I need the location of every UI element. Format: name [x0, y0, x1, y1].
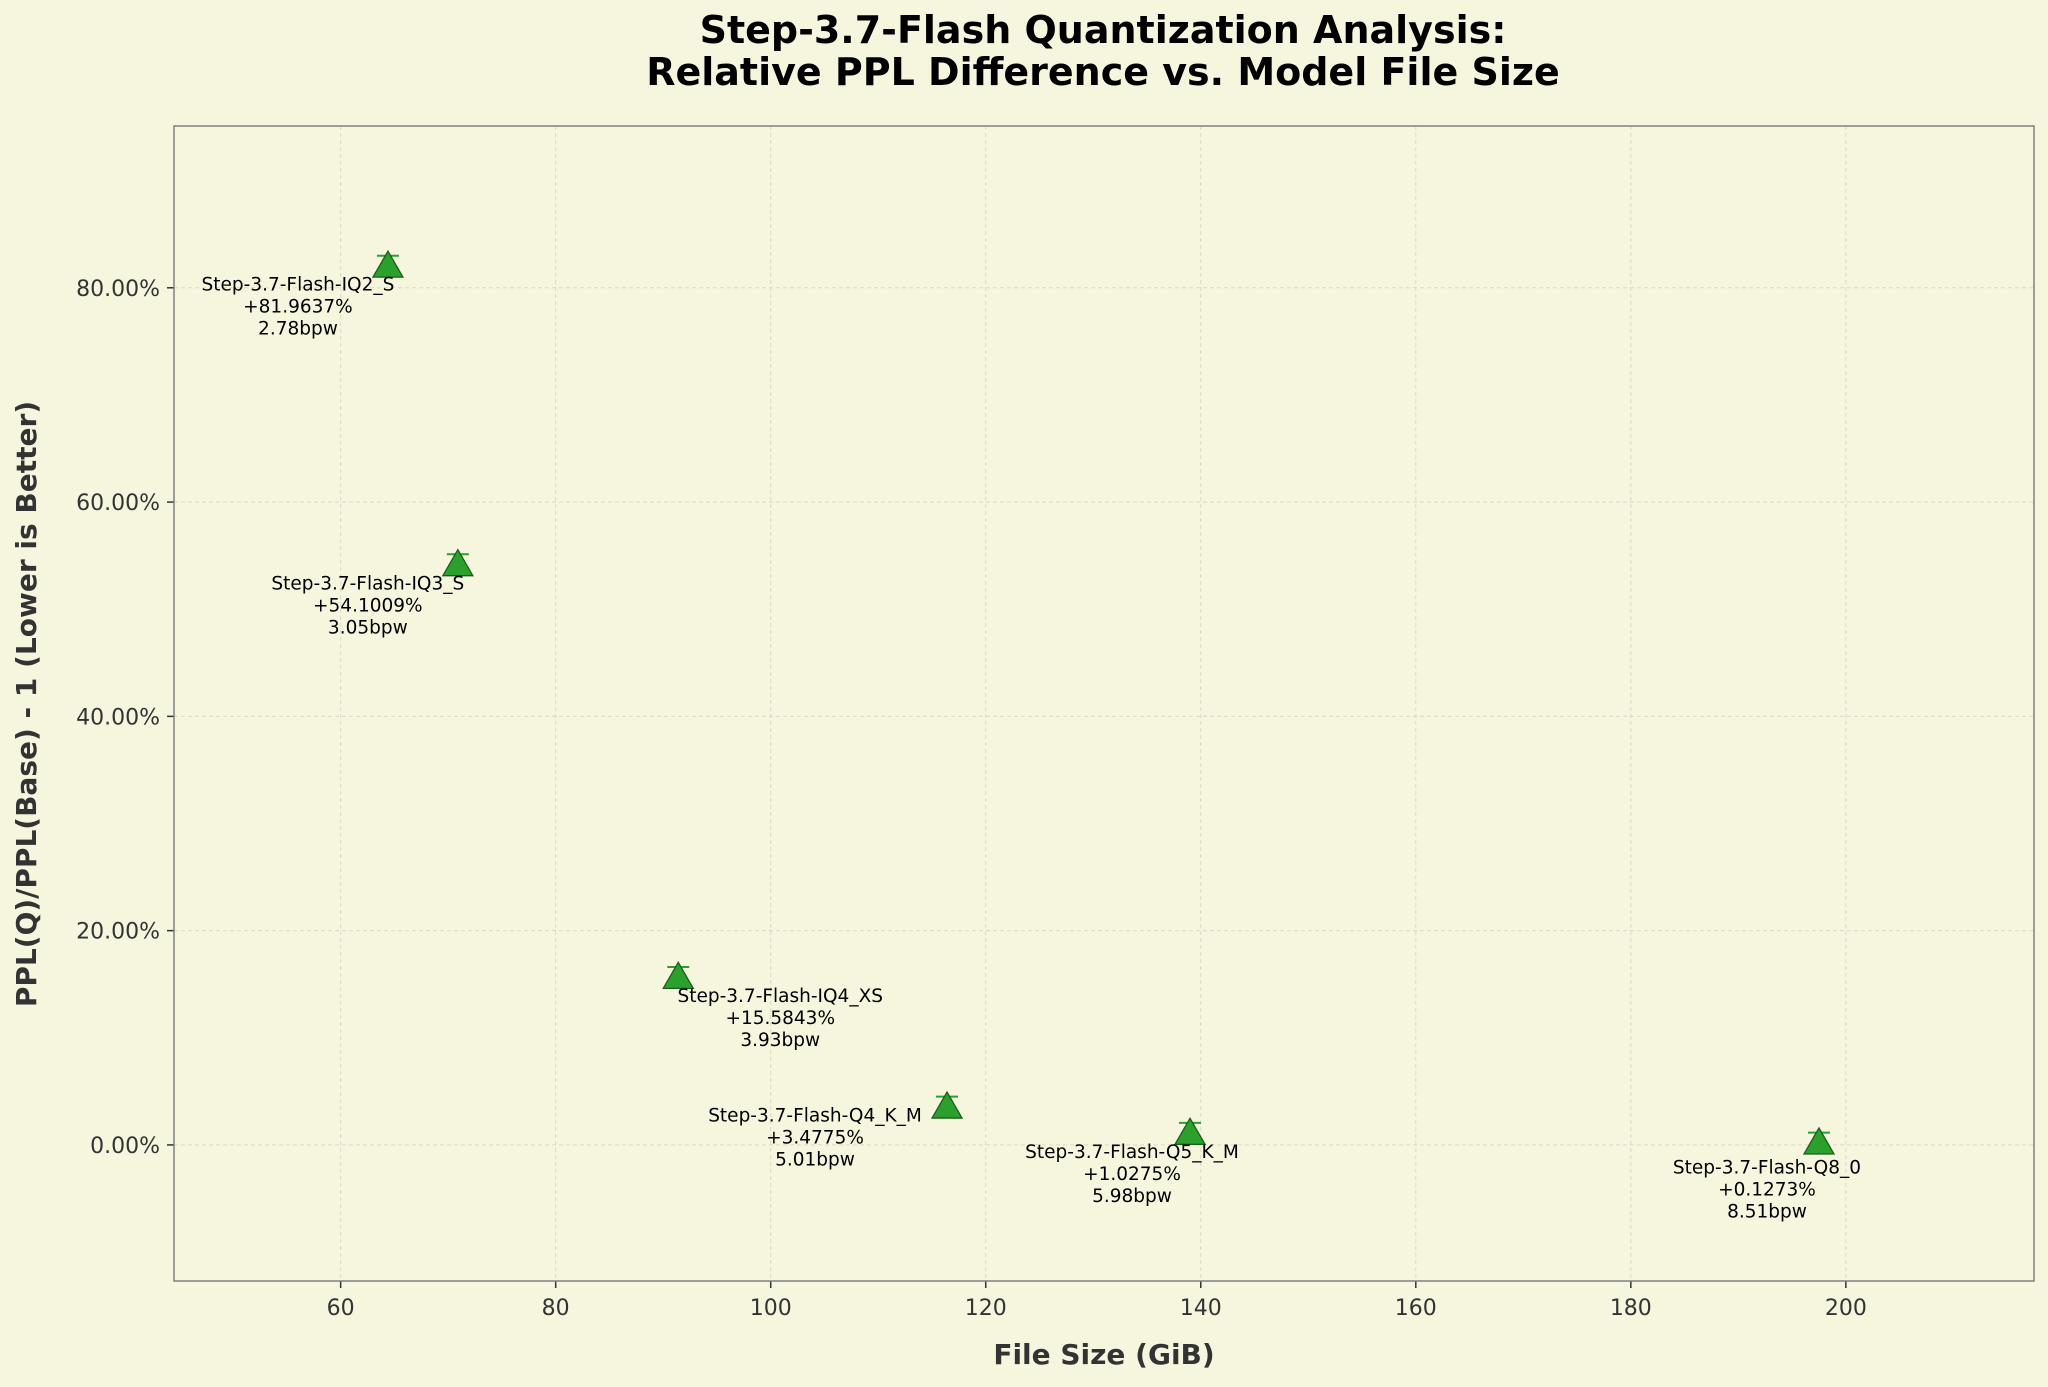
- data-points: [371, 249, 1836, 1155]
- grid-lines: [174, 126, 2034, 1281]
- annotation-bpw: 2.78bpw: [258, 319, 338, 340]
- y-tick-label: 0.00%: [90, 1134, 160, 1159]
- x-axis-label: File Size (GiB): [993, 1338, 1214, 1371]
- annotation-ppl-diff: +81.9637%: [243, 297, 353, 318]
- annotation-ppl-diff: +0.1273%: [1718, 1180, 1816, 1201]
- x-tick-label: 160: [1395, 1296, 1437, 1321]
- annotation-model-name: Step-3.7-Flash-IQ3_S: [271, 573, 464, 594]
- x-tick-label: 140: [1180, 1296, 1222, 1321]
- x-tick-label: 180: [1610, 1296, 1652, 1321]
- data-point-marker: [1802, 1126, 1836, 1155]
- x-tick-label: 100: [750, 1296, 792, 1321]
- annotation-model-name: Step-3.7-Flash-Q8_0: [1673, 1158, 1861, 1179]
- annotation-bpw: 8.51bpw: [1727, 1202, 1807, 1223]
- y-axis-label: PPL(Q)/PPL(Base) - 1 (Lower is Better): [10, 401, 43, 1007]
- annotation-bpw: 3.05bpw: [328, 617, 408, 638]
- data-point-marker: [662, 961, 695, 990]
- point-annotations: Step-3.7-Flash-IQ2_S+81.9637%2.78bpw Step…: [202, 275, 1861, 1223]
- annotation-ppl-diff: +15.5843%: [725, 1008, 835, 1029]
- annotation-bpw: 5.01bpw: [775, 1150, 855, 1171]
- x-tick-label: 60: [327, 1296, 355, 1321]
- annotation-ppl-diff: +54.1009%: [313, 595, 423, 616]
- x-tick-label: 80: [542, 1296, 570, 1321]
- annotation-ppl-diff: +1.0275%: [1083, 1164, 1181, 1185]
- y-tick-label: 80.00%: [76, 277, 160, 302]
- annotation-model-name: Step-3.7-Flash-Q5_K_M: [1025, 1142, 1239, 1163]
- data-point-marker: [930, 1090, 964, 1119]
- annotation-ppl-diff: +3.4775%: [766, 1128, 864, 1149]
- annotation-bpw: 5.98bpw: [1092, 1186, 1172, 1207]
- x-tick-label: 120: [965, 1296, 1007, 1321]
- x-tick-label: 200: [1825, 1296, 1867, 1321]
- chart-title-line-2: Relative PPL Difference vs. Model File S…: [646, 50, 1560, 94]
- axis-ticks: 60 80 100 120 140 160 180 200 0.00% 20.00% 40.00% 6…: [76, 277, 1867, 1321]
- data-point-marker: [441, 548, 474, 577]
- data-point-marker: [371, 249, 405, 278]
- data-point-marker: [1173, 1117, 1207, 1145]
- annotation-model-name: Step-3.7-Flash-Q4_K_M: [708, 1106, 922, 1127]
- annotation-model-name: Step-3.7-Flash-IQ4_XS: [677, 986, 883, 1007]
- chart-title-line-1: Step-3.7-Flash Quantization Analysis:: [700, 8, 1507, 52]
- y-tick-label: 20.00%: [76, 920, 160, 945]
- y-tick-label: 60.00%: [76, 491, 160, 516]
- plot-area-frame: [173, 125, 2035, 1282]
- y-tick-label: 40.00%: [76, 705, 160, 730]
- annotation-model-name: Step-3.7-Flash-IQ2_S: [202, 275, 395, 296]
- annotation-bpw: 3.93bpw: [740, 1030, 820, 1051]
